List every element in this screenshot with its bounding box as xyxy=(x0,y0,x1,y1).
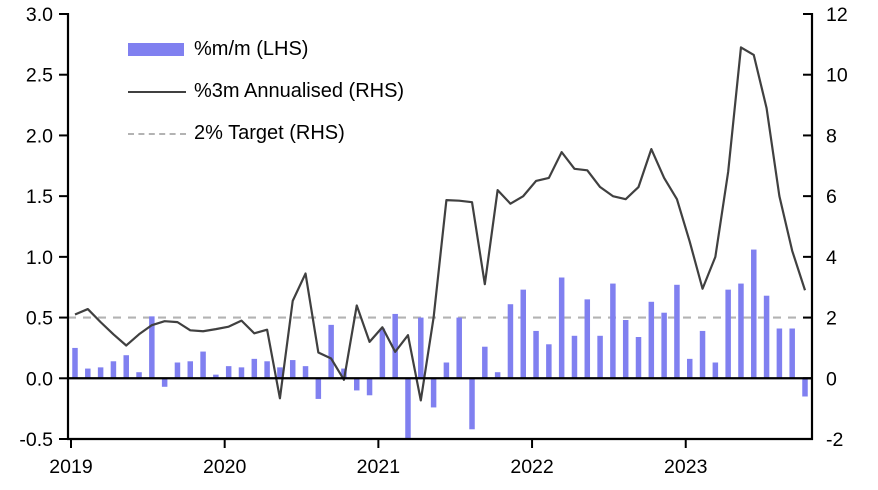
right-axis-label: 12 xyxy=(826,4,848,26)
bar xyxy=(123,355,129,379)
left-axis-label: 1.5 xyxy=(26,186,53,208)
bar xyxy=(315,378,322,399)
legend-item-target: 2% Target (RHS) xyxy=(128,120,404,147)
bar xyxy=(187,361,194,379)
bar xyxy=(289,360,296,379)
left-axis-label: -0.5 xyxy=(19,429,53,451)
left-axis-label: 0.5 xyxy=(26,308,53,330)
line-series xyxy=(74,46,807,402)
bar xyxy=(622,320,629,379)
bar xyxy=(238,367,245,379)
left-axis-label: 2.0 xyxy=(26,125,53,147)
right-axis-label: 8 xyxy=(826,125,837,147)
bar xyxy=(725,289,731,379)
legend-label-3m-annualised: %3m Annualised (RHS) xyxy=(194,80,405,102)
bar xyxy=(136,372,142,379)
x-axis-year-label: 2023 xyxy=(664,456,707,478)
left-axis-label: 0.0 xyxy=(26,368,53,390)
bar xyxy=(674,284,680,379)
bar xyxy=(648,301,655,379)
bar xyxy=(494,372,501,379)
x-axis-year-label: 2021 xyxy=(357,456,400,478)
bar xyxy=(161,378,168,387)
bar xyxy=(597,335,603,379)
right-axis-label: 0 xyxy=(826,368,837,390)
right-axis-label: 2 xyxy=(826,308,837,330)
bar xyxy=(507,304,514,379)
legend-label-mm: %m/m (LHS) xyxy=(194,38,309,60)
bar xyxy=(712,362,719,379)
x-axis-year-label: 2022 xyxy=(510,456,553,478)
bar xyxy=(456,317,462,379)
bar xyxy=(571,335,578,379)
left-axis-label: 3.0 xyxy=(26,4,53,26)
line-swatch-icon xyxy=(128,90,186,93)
bar xyxy=(200,351,206,379)
bar xyxy=(610,283,616,379)
bar xyxy=(520,289,526,379)
bar xyxy=(379,328,386,379)
left-axis-label: 1.0 xyxy=(26,247,53,269)
bar-swatch-icon xyxy=(128,43,186,56)
bar xyxy=(277,367,283,379)
bar xyxy=(738,283,744,379)
bar xyxy=(763,295,770,379)
bar xyxy=(174,362,181,379)
bar xyxy=(584,299,591,379)
bar xyxy=(366,378,373,396)
left-axis-label: 2.5 xyxy=(26,65,53,87)
right-axis-label: 4 xyxy=(826,247,837,269)
bar xyxy=(661,312,667,379)
bar xyxy=(546,344,552,379)
bar xyxy=(302,366,309,379)
bar xyxy=(558,277,565,379)
bar xyxy=(149,316,155,379)
legend-label-target: 2% Target (RHS) xyxy=(194,122,345,144)
dashed-line-swatch-icon xyxy=(128,132,186,135)
bar xyxy=(533,330,539,379)
legend-item-mm: %m/m (LHS) xyxy=(128,36,404,63)
bar xyxy=(635,337,642,379)
chart-legend: %m/m (LHS) %3m Annualised (RHS) 2% Targe… xyxy=(128,36,404,147)
bar xyxy=(328,324,334,379)
bar xyxy=(802,378,808,397)
bar xyxy=(354,378,360,391)
bar xyxy=(110,361,117,379)
bar xyxy=(225,366,232,379)
bar xyxy=(97,367,104,379)
bar xyxy=(789,328,795,379)
bar xyxy=(776,328,783,379)
right-axis-label: 10 xyxy=(826,65,848,87)
bar xyxy=(251,358,258,379)
bar xyxy=(469,378,475,430)
x-axis-year-label: 2019 xyxy=(49,456,92,478)
bar xyxy=(482,346,488,379)
bar xyxy=(392,313,398,379)
legend-item-3m-annualised: %3m Annualised (RHS) xyxy=(128,78,404,105)
bar xyxy=(85,368,91,379)
bar xyxy=(430,378,437,408)
bar xyxy=(699,330,706,379)
bar xyxy=(264,361,270,379)
right-axis-label: -2 xyxy=(826,429,843,451)
bar xyxy=(418,317,424,379)
right-axis-label: 6 xyxy=(826,186,837,208)
bar xyxy=(405,378,411,439)
bar xyxy=(751,249,757,379)
bar xyxy=(72,347,78,379)
bar xyxy=(686,358,693,379)
bar xyxy=(443,362,450,379)
bar xyxy=(213,374,219,379)
x-axis-year-label: 2020 xyxy=(203,456,247,478)
